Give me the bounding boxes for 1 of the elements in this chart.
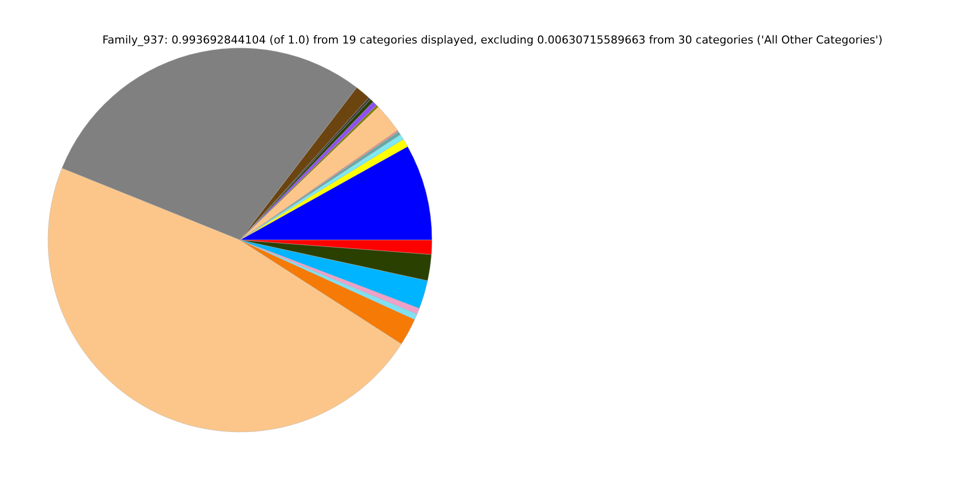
text: Family_937: 0.993692844104 (of 1.0) from 19 categories displayed, excluding 0.00630715589663 from 30 categories ('All Other Categories') — [102, 34, 883, 47]
